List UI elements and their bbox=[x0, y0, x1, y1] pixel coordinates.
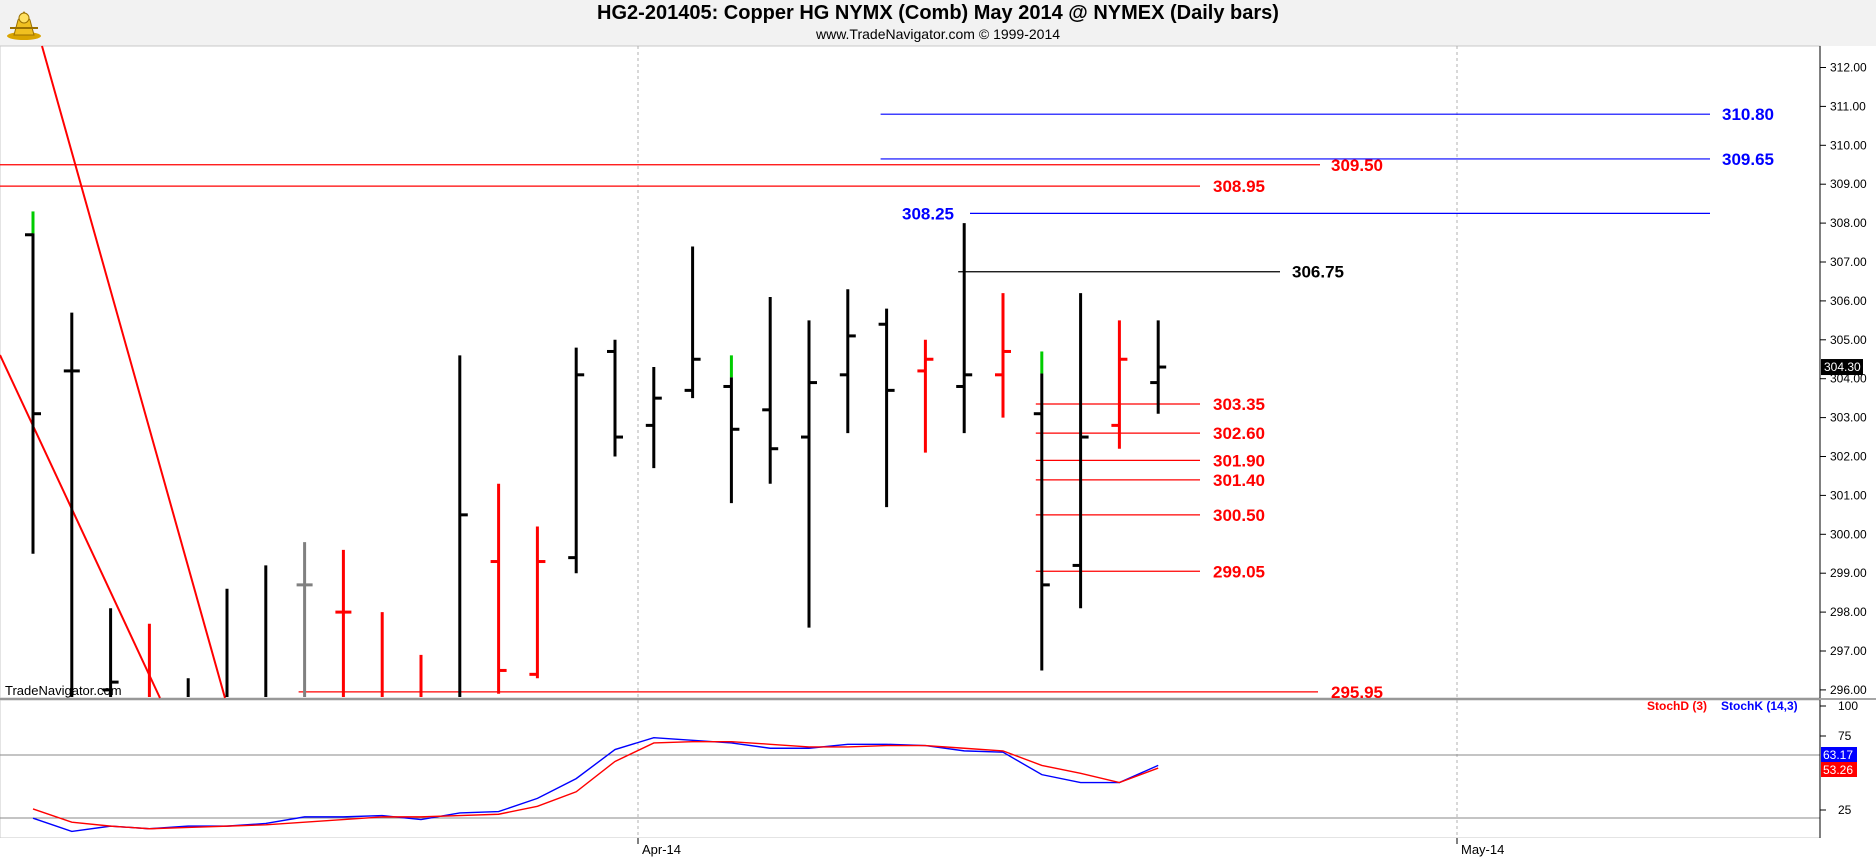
ohlc-bar bbox=[762, 297, 779, 484]
last-price-box bbox=[1821, 359, 1863, 376]
price-tick-label: 303.00 bbox=[1830, 411, 1867, 425]
ohlc-bar bbox=[1072, 293, 1089, 609]
stochd-value-box bbox=[1821, 762, 1857, 777]
legend-stochd: StochD (3) bbox=[1647, 699, 1707, 713]
ohlc-bar bbox=[723, 355, 740, 504]
chart-title: HG2-201405: Copper HG NYMX (Comb) May 20… bbox=[597, 2, 1279, 24]
price-tick-label: 306.00 bbox=[1830, 294, 1867, 308]
stochk-value-box bbox=[1821, 747, 1857, 762]
price-level-label: 299.05 bbox=[1213, 562, 1265, 581]
price-level-label: 310.80 bbox=[1722, 105, 1774, 124]
price-level-label: 303.35 bbox=[1213, 395, 1265, 414]
price-level-label: 306.75 bbox=[1292, 263, 1344, 282]
ohlc-bar bbox=[490, 483, 507, 694]
stoch-tick-label: 25 bbox=[1838, 803, 1852, 817]
trendlines bbox=[0, 45, 226, 699]
ohlc-bar bbox=[102, 608, 119, 697]
ohlc-bar bbox=[684, 246, 701, 399]
trade-navigator-logo-icon bbox=[7, 11, 41, 40]
ohlc-bar bbox=[63, 312, 80, 697]
ohlc-bar bbox=[878, 308, 895, 508]
price-tick-label: 296.00 bbox=[1830, 683, 1867, 697]
ohlc-bar bbox=[607, 339, 623, 457]
price-tick-label: 298.00 bbox=[1830, 605, 1867, 619]
ohlc-bar bbox=[839, 289, 856, 434]
stochd-value-label: 53.26 bbox=[1823, 763, 1853, 777]
chart-header bbox=[0, 0, 1876, 46]
ohlc-bar bbox=[1111, 320, 1128, 449]
price-tick-label: 307.00 bbox=[1830, 255, 1867, 269]
price-tick-label: 302.00 bbox=[1830, 450, 1867, 464]
date-tick-label: Apr-14 bbox=[642, 842, 681, 857]
ohlc-bar bbox=[956, 223, 973, 434]
price-level-label: 295.95 bbox=[1331, 683, 1383, 702]
price-level-label: 301.40 bbox=[1213, 471, 1265, 490]
ohlc-bar bbox=[917, 339, 934, 453]
stochk-line bbox=[32, 736, 1159, 833]
ohlc-bar bbox=[801, 320, 817, 628]
stochd-line bbox=[32, 740, 1159, 830]
price-plot-frame bbox=[0, 45, 1821, 699]
ohlc-bars bbox=[25, 211, 1167, 697]
stoch-tick-label: 75 bbox=[1838, 729, 1852, 743]
ohlc-bar bbox=[458, 355, 468, 697]
ohlc-bar bbox=[296, 542, 313, 697]
ohlc-bar bbox=[1150, 320, 1167, 414]
date-tick-label: May-14 bbox=[1461, 842, 1504, 857]
price-axis: 312.00 311.00 310.00 309.00 308.00 307.00 306.… bbox=[1819, 46, 1867, 698]
price-tick-label: 300.00 bbox=[1830, 527, 1867, 541]
ohlc-bar bbox=[1033, 351, 1050, 671]
price-tick-label: 311.00 bbox=[1830, 99, 1866, 113]
downtrend-line bbox=[0, 354, 161, 699]
price-level-label: 302.60 bbox=[1213, 424, 1265, 443]
price-tick-label: 309.00 bbox=[1830, 177, 1867, 191]
price-level-label: 308.25 bbox=[902, 204, 954, 223]
ohlc-bar bbox=[568, 347, 585, 574]
chart-subtitle: www.TradeNavigator.com © 1999-2014 bbox=[815, 26, 1061, 42]
oscillator-plot-frame bbox=[0, 699, 1821, 839]
ohlc-bar bbox=[645, 367, 662, 469]
watermark: TradeNavigator.com bbox=[5, 683, 122, 698]
price-level-label: 301.90 bbox=[1213, 451, 1265, 470]
price-tick-label: 308.00 bbox=[1830, 216, 1867, 230]
price-tick-label: 297.00 bbox=[1830, 644, 1867, 658]
price-tick-label: 312.00 bbox=[1830, 61, 1867, 75]
ohlc-bar bbox=[25, 211, 41, 554]
legend-stochk: StochK (14,3) bbox=[1721, 699, 1798, 713]
price-tick-label: 310.00 bbox=[1830, 138, 1867, 152]
last-price-label: 304.30 bbox=[1824, 360, 1861, 374]
price-level-label: 309.50 bbox=[1331, 156, 1383, 175]
stoch-tick-label: 100 bbox=[1838, 699, 1858, 713]
price-level-label: 309.65 bbox=[1722, 150, 1774, 169]
date-axis-background bbox=[0, 838, 1876, 860]
price-tick-label: 304.00 bbox=[1830, 372, 1867, 386]
price-tick-label: 305.00 bbox=[1830, 333, 1867, 347]
downtrend-line bbox=[41, 45, 226, 699]
ohlc-bar bbox=[529, 526, 546, 679]
price-tick-label: 299.00 bbox=[1830, 566, 1867, 580]
price-level-label: 308.95 bbox=[1213, 177, 1265, 196]
ohlc-bar bbox=[335, 549, 352, 697]
date-axis: Apr-14 May-14 bbox=[0, 838, 1876, 860]
ohlc-bar bbox=[995, 293, 1011, 418]
price-tick-label: 301.00 bbox=[1830, 488, 1867, 502]
stochk-value-label: 63.17 bbox=[1823, 748, 1853, 762]
price-levels: 310.80 309.65 309.50 308.95 308.25 306.75 303.… bbox=[0, 105, 1774, 702]
price-level-label: 300.50 bbox=[1213, 506, 1265, 525]
